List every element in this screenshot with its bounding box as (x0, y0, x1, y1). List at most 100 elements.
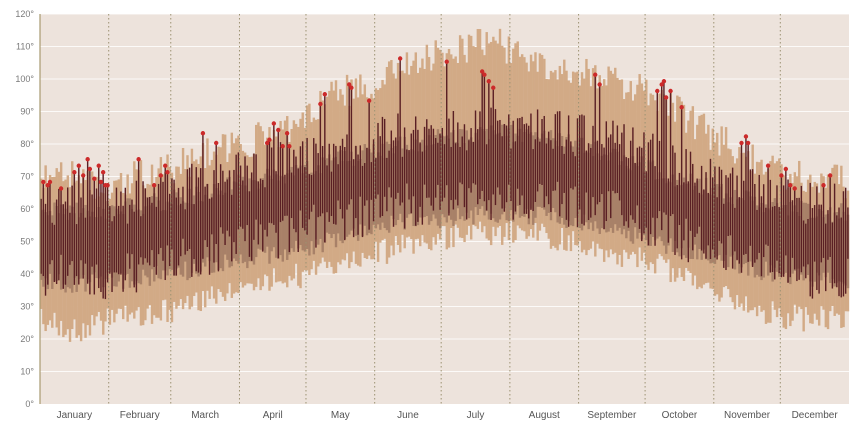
actual-temperature-bar (341, 138, 344, 219)
record-high-marker (151, 183, 157, 188)
actual-temperature-bar (115, 187, 118, 273)
actual-temperature-bar (711, 177, 714, 250)
actual-temperature-bar (244, 156, 246, 242)
actual-temperature-bar (419, 142, 421, 207)
actual-temperature-bar (42, 183, 45, 277)
actual-temperature-bar (725, 175, 727, 271)
actual-temperature-bar (585, 150, 588, 193)
actual-temperature-bar (264, 187, 266, 230)
actual-temperature-bar (430, 125, 432, 206)
record-high-marker (136, 157, 141, 162)
record-high-marker (322, 92, 328, 97)
actual-temperature-bar (226, 179, 228, 231)
actual-temperature-bar (66, 187, 69, 276)
actual-temperature-bar (257, 181, 260, 245)
actual-temperature-bar (273, 124, 275, 225)
actual-temperature-bar (782, 185, 785, 277)
actual-temperature-bar (450, 146, 452, 201)
actual-temperature-bar (747, 144, 749, 262)
record-high-marker (486, 79, 492, 84)
actual-temperature-bar (485, 144, 488, 211)
record-high-marker (92, 176, 97, 181)
record-high-marker (98, 179, 104, 185)
actual-temperature-bar (576, 118, 579, 228)
record-high-marker (87, 166, 93, 172)
actual-temperature-bar (317, 153, 319, 218)
actual-temperature-bar (838, 207, 840, 297)
y-tick-label: 0° (25, 399, 34, 409)
actual-temperature-bar (448, 118, 450, 216)
actual-temperature-bar (736, 175, 738, 261)
actual-temperature-bar (720, 169, 723, 244)
actual-temperature-bar (612, 120, 614, 191)
actual-temperature-bar (386, 157, 388, 212)
actual-temperature-bar (235, 154, 237, 254)
actual-temperature-bar (649, 139, 652, 235)
actual-temperature-bar (674, 152, 676, 255)
actual-temperature-bar (129, 204, 131, 269)
actual-temperature-bar (669, 92, 672, 217)
actual-temperature-bar (75, 224, 78, 277)
actual-temperature-bar (237, 152, 240, 230)
actual-temperature-bar (250, 172, 253, 261)
actual-temperature-bar (80, 197, 82, 261)
actual-temperature-bar (277, 131, 279, 259)
actual-temperature-bar (439, 133, 441, 210)
y-tick-label: 30° (20, 302, 34, 312)
actual-temperature-bar (162, 181, 164, 261)
record-high-marker (284, 131, 290, 136)
actual-temperature-bar (785, 170, 787, 256)
actual-temperature-bar (308, 174, 311, 220)
actual-temperature-bar (49, 183, 51, 265)
actual-temperature-bar (133, 211, 135, 288)
actual-temperature-bar (621, 132, 623, 216)
actual-temperature-bar (155, 206, 158, 275)
actual-temperature-bar (769, 179, 772, 273)
actual-temperature-bar (483, 75, 486, 202)
actual-temperature-bar (397, 113, 399, 193)
actual-temperature-bar (299, 146, 302, 211)
actual-temperature-bar (454, 143, 457, 200)
month-label: June (397, 410, 419, 421)
normal-range-bar (246, 191, 249, 269)
actual-temperature-bar (213, 170, 215, 263)
actual-temperature-bar (109, 205, 111, 274)
record-high-marker (659, 82, 664, 87)
actual-temperature-bar (791, 200, 794, 258)
actual-temperature-bar (126, 223, 129, 254)
actual-temperature-bar (774, 206, 776, 280)
record-high-marker (318, 101, 323, 107)
actual-temperature-bar (740, 144, 743, 273)
actual-temperature-bar (625, 157, 627, 222)
actual-temperature-bar (122, 205, 124, 292)
record-high-marker (81, 173, 86, 178)
actual-temperature-bar (231, 194, 233, 262)
actual-temperature-bar (195, 167, 197, 272)
actual-temperature-bar (388, 150, 390, 188)
record-high-marker (280, 144, 285, 149)
actual-temperature-bar (692, 163, 694, 251)
actual-temperature-bar (224, 181, 226, 245)
actual-temperature-bar (756, 209, 758, 260)
actual-temperature-bar (694, 182, 696, 237)
y-tick-label: 110° (16, 42, 34, 52)
actual-temperature-bar (771, 206, 774, 272)
actual-temperature-bar (643, 132, 645, 234)
actual-temperature-bar (559, 111, 561, 217)
actual-temperature-bar (288, 147, 291, 253)
actual-temperature-bar (321, 145, 324, 214)
actual-temperature-bar (82, 176, 84, 279)
actual-temperature-bar (678, 172, 681, 226)
record-high-marker (821, 183, 826, 188)
actual-temperature-bar (279, 142, 282, 223)
actual-temperature-bar (714, 166, 716, 258)
record-high-markers (41, 56, 833, 191)
actual-temperature-bar (335, 145, 337, 225)
actual-temperature-bar (683, 182, 685, 241)
y-tick-label: 20° (20, 334, 34, 344)
record-high-marker (276, 127, 281, 133)
actual-temperature-bar (696, 178, 698, 234)
actual-temperature-bar (84, 217, 87, 264)
actual-temperature-bar (638, 146, 641, 229)
record-high-marker (47, 179, 53, 185)
